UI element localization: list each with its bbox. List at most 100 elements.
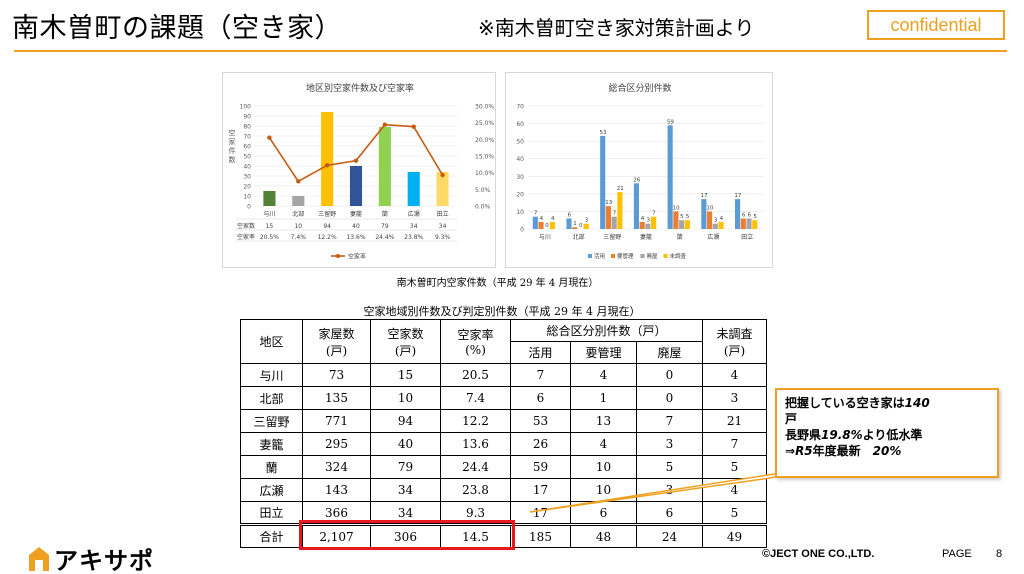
table-row-label: 空家数 <box>237 222 255 230</box>
chart2-title: 総合区分別件数 <box>608 82 671 94</box>
table-row: 広瀬 143 34 23.8 17 10 3 4 <box>240 478 767 502</box>
bar <box>611 216 617 229</box>
y-tick-label: 30 <box>243 174 251 181</box>
y-tick-label: 0 <box>520 227 524 234</box>
bar <box>740 218 746 229</box>
rate-point <box>440 172 445 178</box>
category-label: 三留野 <box>318 210 336 218</box>
header-unknown: 未調査 (戸) <box>702 319 767 364</box>
data-label: 7 <box>613 211 617 217</box>
bar <box>263 191 276 206</box>
table-cell: 7.4% <box>291 234 307 241</box>
rate-point <box>267 135 272 140</box>
bar <box>532 216 538 229</box>
value-cell: 6 <box>570 501 637 525</box>
data-label: 4 <box>641 216 645 222</box>
rate-point <box>411 124 416 129</box>
value-cell: 12.2 <box>440 409 511 433</box>
table-cell: 79 <box>381 223 389 230</box>
vacancy-table: 地区 家屋数 (戸) 空家数 (戸) 空家率 (%) 総合区分別件数（戸） 未調査 (戸… <box>240 319 767 548</box>
bar <box>436 172 449 206</box>
bar <box>718 221 724 229</box>
legend-label: 空家率 <box>348 253 366 261</box>
value-cell: 10 <box>570 455 637 479</box>
district-cell: 与川 <box>240 363 303 387</box>
value-cell: 143 <box>302 478 371 502</box>
value-cell: 10 <box>370 386 441 410</box>
value-cell: 5 <box>702 455 767 479</box>
value-cell: 15 <box>370 363 441 387</box>
bar <box>349 166 363 206</box>
table-row: 蘭 324 79 24.4 59 10 5 5 <box>240 455 767 479</box>
value-cell: 4 <box>570 363 637 387</box>
value-cell: 7 <box>510 363 571 387</box>
bar <box>583 223 589 229</box>
header-vacant: 空家数 (戸) <box>370 319 441 364</box>
y-tick-label: 10 <box>516 209 524 216</box>
category-label: 蘭 <box>382 210 388 218</box>
bar <box>667 125 673 229</box>
y-axis-label-char: 空 <box>229 128 236 137</box>
bar <box>321 112 334 206</box>
value-cell: 17 <box>510 501 571 525</box>
y-tick-label: 50 <box>243 154 251 161</box>
y-tick-label: 30 <box>516 174 524 181</box>
value-cell: 94 <box>370 409 441 433</box>
value-cell: 0 <box>636 386 703 410</box>
copyright-text: ©JECT ONE CO.,LTD. <box>762 548 875 560</box>
total-cell: 24 <box>636 523 703 548</box>
total-label: 合計 <box>240 523 303 548</box>
bar <box>746 218 752 229</box>
legend-swatch <box>663 254 668 258</box>
value-cell: 0 <box>636 363 703 387</box>
data-label: 0 <box>545 223 549 229</box>
legend-label: 要管理 <box>617 252 634 260</box>
header-class-group: 総合区分別件数（戸） <box>510 319 703 342</box>
data-label: 1 <box>573 221 577 227</box>
table-row-label: 空家率 <box>237 233 255 241</box>
y-tick-label: 40 <box>243 164 251 171</box>
table-row: 北部 135 10 7.4 6 1 0 3 <box>240 386 767 410</box>
total-cell: 306 <box>370 523 441 548</box>
data-label: 6 <box>568 212 572 218</box>
y-tick-label: 20 <box>516 191 524 198</box>
value-cell: 6 <box>510 386 571 410</box>
y-tick-label: 80 <box>243 124 251 131</box>
bar <box>292 196 305 206</box>
bar <box>684 220 690 229</box>
data-label: 4 <box>540 216 544 222</box>
value-cell: 5 <box>636 455 703 479</box>
y2-tick-label: 10.0% <box>475 170 494 177</box>
table-cell: 34 <box>410 223 418 230</box>
data-label: 17 <box>734 193 741 199</box>
bar <box>673 211 679 229</box>
data-label: 3 <box>646 218 650 224</box>
bar <box>572 227 578 229</box>
value-cell: 13.6 <box>440 432 511 456</box>
data-label: 7 <box>652 211 656 217</box>
category-label: 北部 <box>573 233 585 241</box>
value-cell: 34 <box>370 478 441 502</box>
akisapo-logo: アキサポ <box>28 541 154 574</box>
y-tick-label: 50 <box>516 139 524 146</box>
y-tick-label: 60 <box>243 144 251 151</box>
header-manage: 要管理 <box>570 341 637 364</box>
data-label: 5 <box>753 214 757 220</box>
chart1-title: 地区別空家件数及び空家率 <box>306 82 414 94</box>
chart-caption: 南木曽町内空家件数（平成 29 年 4 月現在） <box>396 278 599 289</box>
header-district: 地区 <box>240 319 303 364</box>
data-label: 26 <box>633 177 640 183</box>
category-chart-panel: 総合区分別件数 0 10 20 30 40 50 60 70 7 4 0 4 6 1 0 3 53 13 7 21 2… <box>505 72 773 268</box>
district-cell: 北部 <box>240 386 303 410</box>
table-cell: 23.8% <box>404 234 423 241</box>
vacancy-chart-panel: 地区別空家件数及び空家率 0 10 20 30 40 50 60 70 80 90 100 0.0%… <box>222 72 496 268</box>
bar <box>538 221 544 229</box>
value-cell: 3 <box>702 386 767 410</box>
header-ruin: 廃屋 <box>636 341 703 364</box>
value-cell: 24.4 <box>440 455 511 479</box>
value-cell: 1 <box>570 386 637 410</box>
y2-tick-label: 0.0% <box>475 204 491 211</box>
confidential-badge: confidential <box>867 10 1005 40</box>
page-subtitle: ※南木曽町空き家対策計画より <box>478 16 755 40</box>
